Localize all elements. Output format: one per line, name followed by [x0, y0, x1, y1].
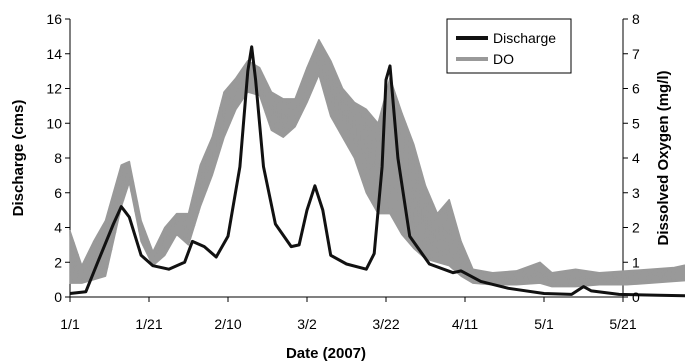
- left-axis-title: Discharge (cms): [10, 100, 27, 217]
- left-tick-label: 16: [46, 11, 62, 27]
- right-tick-label: 6: [632, 81, 640, 97]
- legend-box: [446, 18, 572, 74]
- right-tick-label: 2: [632, 220, 640, 236]
- left-tick-label: 8: [54, 150, 62, 166]
- right-tick-label: 8: [632, 11, 640, 27]
- left-tick-label: 10: [46, 115, 62, 131]
- left-tick-label: 14: [46, 46, 62, 62]
- right-tick-label: 0: [632, 289, 640, 305]
- right-tick-label: 4: [632, 150, 640, 166]
- x-tick-label: 4/11: [452, 316, 478, 332]
- x-tick-label: 2/10: [214, 316, 241, 332]
- left-tick-label: 6: [54, 185, 62, 201]
- x-tick-label: 1/21: [135, 316, 162, 332]
- right-tick-label: 5: [632, 115, 640, 131]
- right-axis-title: Dissolved Oxygen (mg/l): [655, 70, 672, 245]
- left-axis-ticks: 0 2 4 6 8 10 12 14 16: [46, 11, 70, 305]
- x-axis-ticks: 1/1 1/21 2/10 3/2 3/22 4/11 5/1 5/21: [60, 297, 637, 332]
- x-tick-label: 1/1: [60, 316, 80, 332]
- legend-label-do: DO: [493, 51, 514, 67]
- right-axis-ticks: 0 1 2 3 4 5 6 7 8: [623, 11, 640, 305]
- right-tick-label: 7: [632, 46, 640, 62]
- right-tick-label: 1: [632, 254, 640, 270]
- legend: Discharge DO: [446, 18, 572, 74]
- do-series-layer: [69, 39, 685, 288]
- right-tick-label: 3: [632, 185, 640, 201]
- x-tick-label: 3/22: [372, 316, 399, 332]
- legend-label-discharge: Discharge: [493, 30, 556, 46]
- left-tick-label: 12: [46, 81, 62, 97]
- left-tick-label: 4: [54, 220, 62, 236]
- x-tick-label: 5/1: [534, 316, 554, 332]
- do-series-line: [69, 39, 685, 287]
- x-tick-label: 3/2: [297, 316, 317, 332]
- left-tick-label: 2: [54, 254, 62, 270]
- discharge-series-line: [69, 45, 685, 298]
- x-tick-label: 5/21: [609, 316, 636, 332]
- discharge-series-layer: [69, 45, 685, 298]
- left-tick-label: 0: [54, 289, 62, 305]
- x-axis-title: Date (2007): [286, 345, 366, 362]
